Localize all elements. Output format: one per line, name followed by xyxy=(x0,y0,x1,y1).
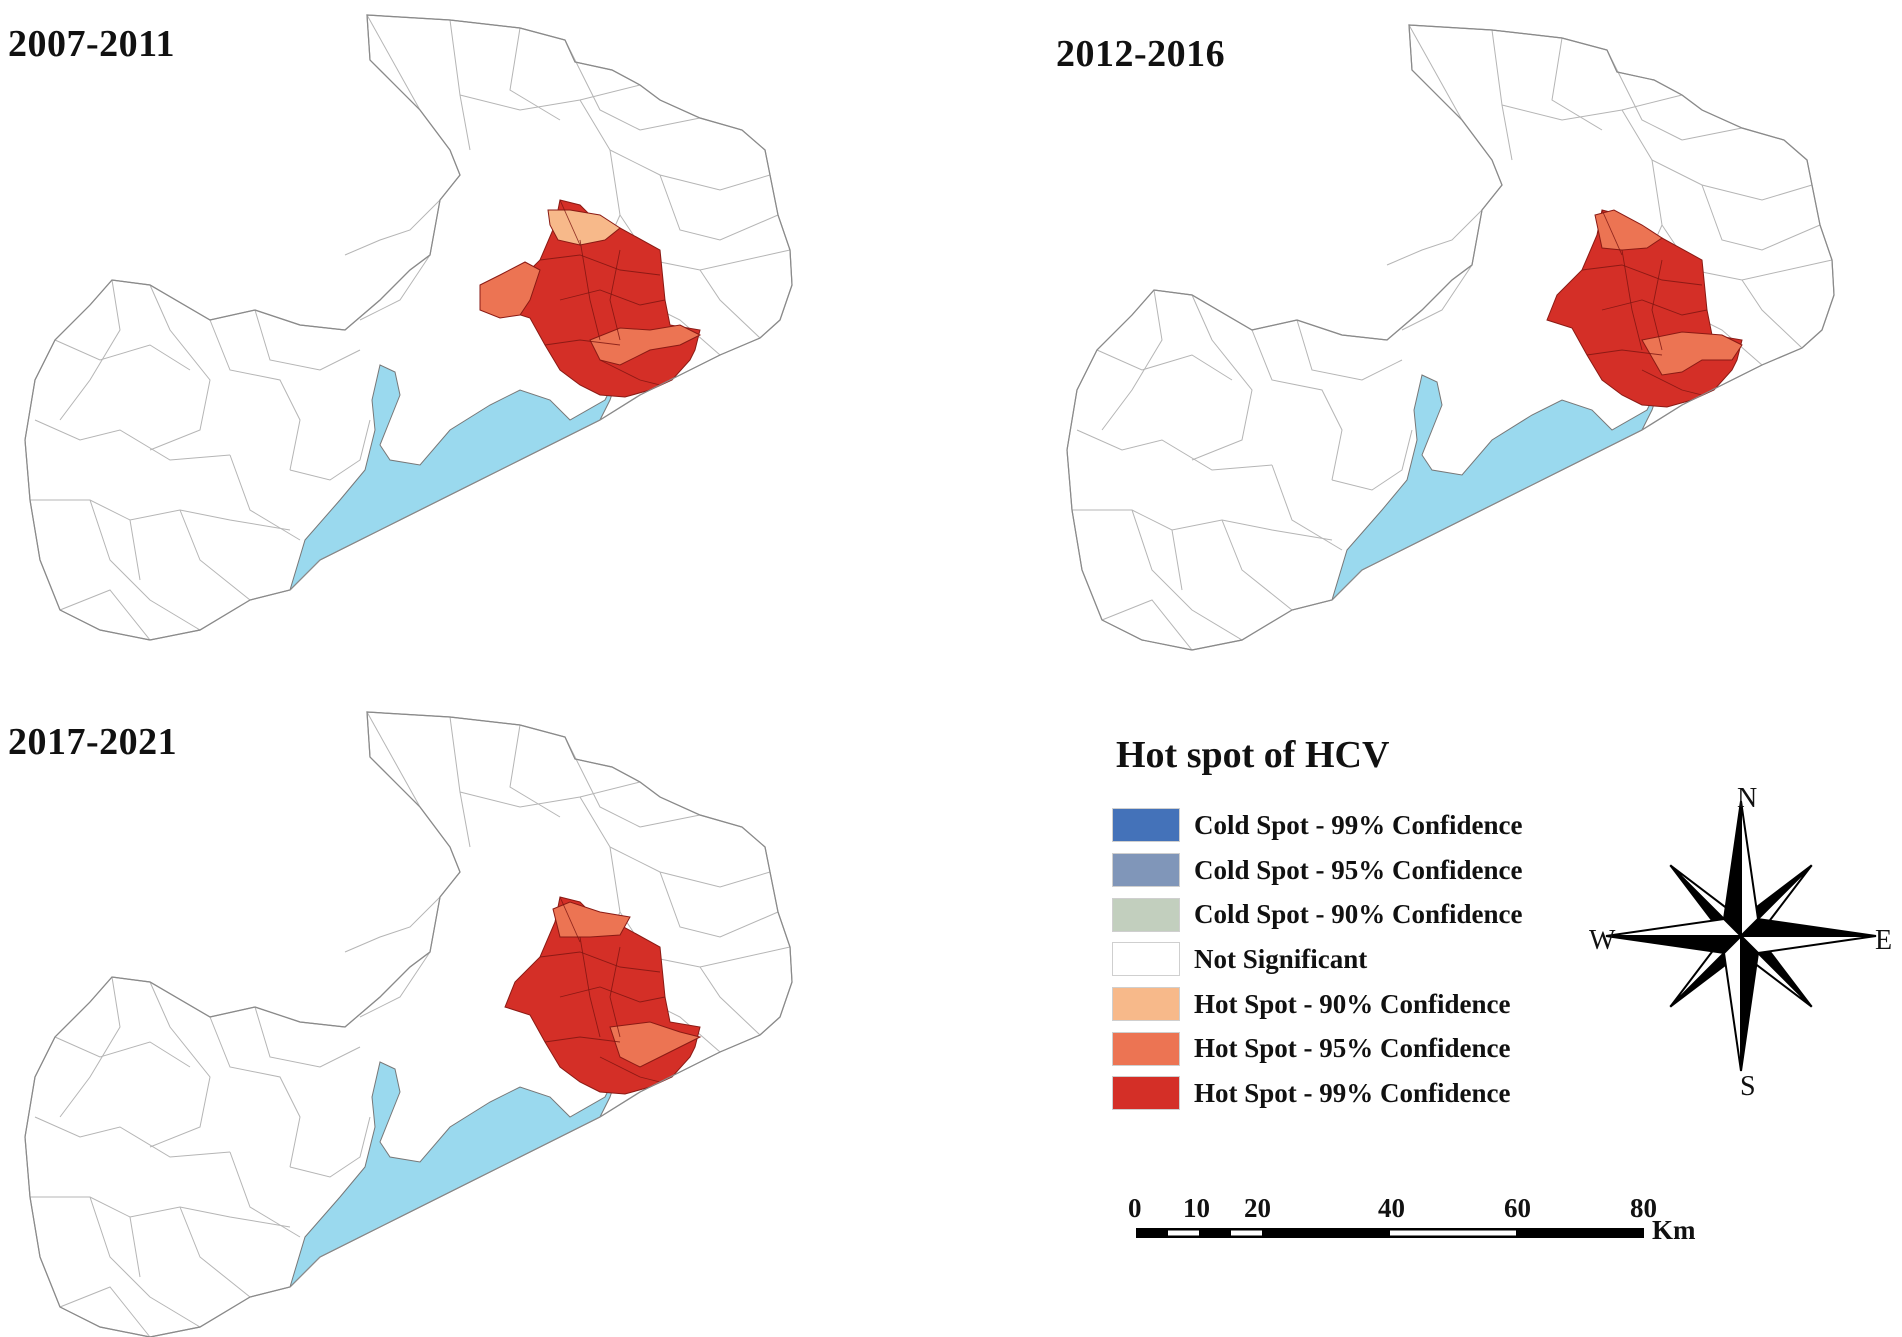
scale-tick-label: 0 xyxy=(1128,1193,1142,1223)
hotspot-region xyxy=(1594,209,1663,251)
legend-swatch xyxy=(1112,808,1180,843)
legend-item-hot-95: Hot Spot - 95% Confidence xyxy=(1112,1026,1523,1071)
map-geometry xyxy=(24,711,793,1337)
legend-swatch xyxy=(1112,942,1180,977)
scale-tick-label: 60 xyxy=(1504,1193,1531,1223)
compass-rose-icon xyxy=(1605,800,1877,1072)
legend-label: Hot Spot - 95% Confidence xyxy=(1194,1033,1511,1064)
hotspot-region xyxy=(589,324,702,366)
map-geometry xyxy=(24,14,793,641)
legend: Cold Spot - 99% Confidence Cold Spot - 9… xyxy=(1112,803,1523,1116)
scale-tick-label: 10 xyxy=(1183,1193,1210,1223)
legend-title: Hot spot of HCV xyxy=(1116,734,1390,776)
legend-swatch xyxy=(1112,853,1180,888)
legend-label: Cold Spot - 95% Confidence xyxy=(1194,854,1523,885)
period-label-2017-2021: 2017-2021 xyxy=(8,721,178,763)
legend-label: Not Significant xyxy=(1194,943,1368,974)
legend-item-cold-95: Cold Spot - 95% Confidence xyxy=(1112,848,1523,893)
legend-item-hot-99: Hot Spot - 99% Confidence xyxy=(1112,1071,1523,1116)
legend-swatch xyxy=(1112,1031,1180,1066)
scale-tick-label: 80 xyxy=(1630,1193,1657,1223)
hotspot-region xyxy=(609,1021,702,1068)
scale-tick-label: 20 xyxy=(1244,1193,1271,1223)
map-panel-2007-2011 xyxy=(24,14,793,641)
legend-item-cold-90: Cold Spot - 90% Confidence xyxy=(1112,892,1523,937)
compass-south-label: S xyxy=(1740,1071,1756,1102)
hotspot-region xyxy=(547,209,621,246)
legend-item-not-significant: Not Significant xyxy=(1112,937,1523,982)
scale-tick-label: 40 xyxy=(1378,1193,1405,1223)
legend-swatch xyxy=(1112,1076,1180,1111)
period-label-2012-2016: 2012-2016 xyxy=(1056,33,1226,75)
hotspot-region xyxy=(479,261,541,319)
legend-label: Cold Spot - 99% Confidence xyxy=(1194,809,1523,840)
legend-item-cold-99: Cold Spot - 99% Confidence xyxy=(1112,803,1523,848)
map-geometry xyxy=(1066,24,1835,651)
map-panel-2017-2021 xyxy=(24,711,793,1337)
legend-item-hot-90: Hot Spot - 90% Confidence xyxy=(1112,982,1523,1027)
legend-label: Hot Spot - 99% Confidence xyxy=(1194,1077,1511,1108)
period-label-2007-2011: 2007-2011 xyxy=(8,23,176,65)
compass-north-label: N xyxy=(1737,783,1758,814)
compass-east-label: E xyxy=(1875,925,1893,956)
compass-west-label: W xyxy=(1589,925,1616,956)
scale-bar xyxy=(1136,1228,1644,1238)
legend-label: Cold Spot - 90% Confidence xyxy=(1194,899,1523,930)
legend-swatch xyxy=(1112,897,1180,932)
map-panel-2012-2016 xyxy=(1066,24,1835,651)
scale-unit-label: Km xyxy=(1652,1215,1696,1245)
hotspot-region xyxy=(552,901,631,938)
legend-label: Hot Spot - 90% Confidence xyxy=(1194,988,1511,1019)
legend-swatch xyxy=(1112,987,1180,1022)
hotspot-region xyxy=(1641,331,1743,376)
